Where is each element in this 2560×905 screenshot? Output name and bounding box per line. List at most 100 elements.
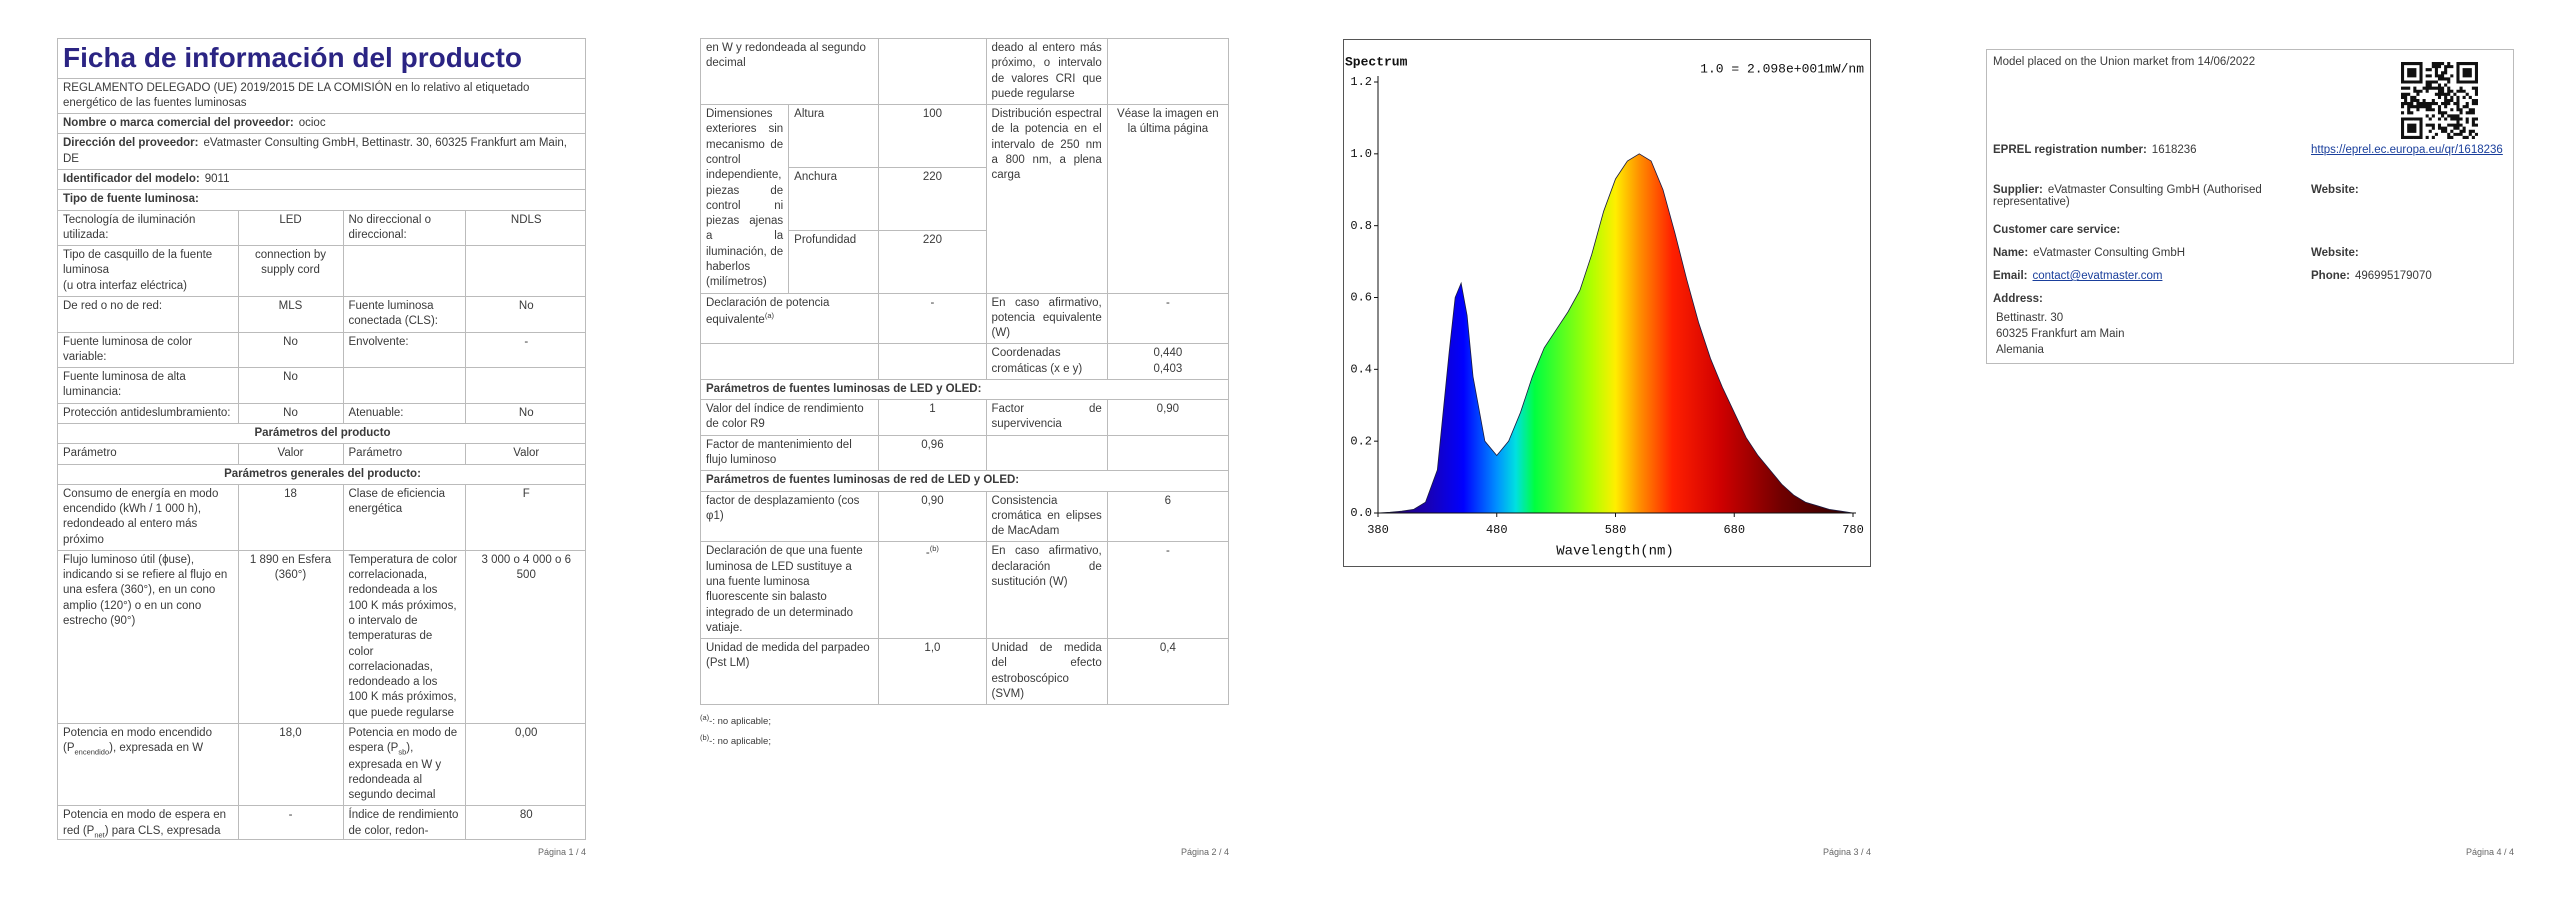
cell-text: Parámetro (63, 447, 117, 460)
cell-text: 18 (284, 487, 297, 500)
cell-text: Atenuable: (348, 406, 404, 419)
table-row: Fuente luminosa de alta luminancia: No (58, 367, 585, 404)
table-cell: LED (237, 209, 344, 247)
page-footer: Página 3 / 4 (1822, 847, 1871, 857)
cell-text: NDLS (510, 213, 542, 226)
spectrum-chart: Spectrum 1.0 = 2.098e+001mW/nm Wavelengt… (1343, 39, 1871, 567)
table-cell: Envolvente: (342, 331, 466, 369)
table-cell: Fuente luminosa conectada (CLS): (342, 295, 466, 333)
dimension-value: 220 (878, 229, 987, 294)
cell-text: 0,00 (515, 727, 538, 739)
market-date: Model placed on the Union market from 14… (1993, 56, 2256, 68)
label: Address: (1993, 293, 2043, 305)
table-cell: Fuente luminosa de alta luminancia: (58, 367, 239, 404)
table-row: Declaración de potencia equivalente(a) - E… (699, 292, 1230, 345)
cell-text: Consumo de energía en modo encendido (kW… (63, 487, 219, 546)
field-label: Identificador del modelo: (63, 173, 200, 185)
cell-text: LED (279, 213, 302, 226)
table-row: REGLAMENTO DELEGADO (UE) 2019/2015 DE LA… (58, 77, 585, 115)
section-heading: Customer care service: (1993, 224, 2121, 236)
table-cell: en W y redondeada al segundo decimal (699, 37, 880, 106)
section-heading: Parámetros generales del producto: (58, 463, 585, 485)
table-cell (985, 434, 1108, 472)
qr-modules (2401, 62, 2478, 139)
table-cell: Unidad de medida del parpadeo (Pst LM) (699, 638, 880, 706)
cell-text: Valor del índice de rendimiento de color… (706, 403, 864, 431)
label: Phone: (2311, 270, 2350, 282)
field-value: ocioc (298, 117, 326, 130)
table-cell: Parámetro (58, 443, 239, 465)
cell-text: ), expresada en W y redondeada al segund… (348, 742, 442, 802)
eprel-link[interactable]: https://eprel.ec.europa.eu/qr/1618236 (2311, 144, 2503, 156)
table-cell: - (878, 292, 987, 345)
cell-text: 80 (519, 809, 533, 822)
table-cell: No (464, 402, 585, 424)
cell-text: Tecnología de iluminación utilizada: (63, 213, 196, 241)
cell-text: En caso afirmativo, declaración de susti… (991, 545, 1102, 588)
table-cell: - (464, 331, 585, 369)
y-tick-label: 0.6 (1350, 291, 1372, 305)
table-row: Factor de mantenimiento del flujo lumino… (699, 434, 1230, 472)
dimension-name: Profundidad (788, 229, 880, 294)
table-cell: 1 (878, 399, 987, 436)
table-cell: F (464, 483, 585, 551)
table-row: Consumo de energía en modo encendido (kW… (58, 483, 585, 551)
table-cell: Valor (464, 443, 585, 465)
cell-text: Tipo de casquillo de la fuente luminosa … (63, 249, 213, 292)
subscript: encendido (74, 747, 110, 757)
cell-text: Factor de mantenimiento del flujo lumino… (706, 438, 852, 467)
page-1: Ficha de información del producto REGLAME… (57, 38, 586, 840)
page-4: Model placed on the Union market from 14… (1986, 49, 2514, 364)
value: eVatmaster Consulting GmbH (2033, 247, 2186, 259)
field: Nombre o marca comercial del proveedor: o… (58, 113, 585, 135)
cell-text: -: no aplicable; (709, 735, 771, 747)
field-value: eVatmaster Consulting GmbH, Bettinastr. … (63, 137, 567, 165)
y-tick-label: 0.8 (1350, 219, 1372, 233)
table-cell (464, 367, 585, 404)
table-cell: factor de desplazamiento (cos φ1) (699, 490, 880, 543)
field-label: Dirección del proveedor: (63, 137, 199, 150)
table-row: Parámetros del producto (58, 422, 585, 445)
table-cell: Factor de supervivencia (985, 399, 1108, 436)
cell-text: Fuente luminosa conectada (CLS): (348, 299, 439, 328)
superscript: (b) (700, 732, 710, 742)
cell-text: F (522, 487, 530, 500)
cell-text: Coordenadas cromáticas (x e y) (991, 347, 1083, 375)
value: eVatmaster Consulting GmbH (Authorised r… (1993, 184, 2262, 208)
footnote: (b)-: no aplicable; (700, 731, 1229, 750)
cell-text: 0,4 (1159, 642, 1176, 655)
y-tick-label: 1.0 (1350, 147, 1372, 161)
product-info-table: Ficha de información del producto REGLAME… (58, 39, 585, 839)
email-link[interactable]: contact@evatmaster.com (2032, 270, 2163, 282)
table-cell: De red o no de red: (58, 295, 239, 333)
table-cell: connection by supply cord (237, 245, 344, 297)
table-row: Parámetros generales del producto: (58, 463, 585, 485)
cell-text: 3 000 o 4 000 o 6 500 (481, 553, 572, 582)
label: Email: (1993, 270, 2028, 282)
address-line: Bettinastr. 30 (1996, 312, 2064, 324)
cell-text: Distribución espectral de la potencia en… (991, 108, 1102, 182)
cell-text: Índice de rendimiento de color, redon- (348, 809, 459, 837)
cell-text: Unidad de medida del efecto estroboscópi… (991, 642, 1102, 700)
address: Bettinastr. 30 60325 Frankfurt am Main Ale… (1996, 310, 2124, 358)
table-row: Profundidad 220 (701, 229, 1229, 294)
table-cell: - (1106, 292, 1230, 345)
table-row: Coordenadas cromáticas (x e y) 0,440 0,40… (699, 343, 1230, 380)
supplier-row: Supplier: eVatmaster Consulting GmbH (Aut… (1993, 184, 2303, 208)
table-row: Tipo de fuente luminosa: (58, 189, 585, 211)
cell-text: Potencia en modo de espera en red (P (63, 809, 227, 837)
table-cell: En caso afirmativo, declaración de susti… (985, 541, 1108, 640)
table-cell: Potencia en modo de espera (Psb), expres… (342, 722, 466, 807)
cell-text: deado al entero más próximo, o intervalo… (991, 42, 1102, 100)
table-cell (1106, 37, 1230, 106)
subscript: net (94, 829, 105, 839)
regulation: REGLAMENTO DELEGADO (UE) 2019/2015 DE LA… (58, 77, 585, 115)
table-cell: 18,0 (237, 722, 344, 807)
table-row: Potencia en modo encendido (Pencendido),… (58, 722, 585, 807)
cell-text: ) para CLS, expresada (104, 824, 221, 837)
table-row: Ficha de información del producto (58, 39, 585, 79)
name-row: Name: eVatmaster Consulting GmbH (1993, 247, 2185, 259)
qr-code[interactable] (2401, 62, 2478, 139)
section-heading: Tipo de fuente luminosa: (58, 189, 585, 211)
cell-text: Fuente luminosa de color variable: (63, 335, 193, 363)
